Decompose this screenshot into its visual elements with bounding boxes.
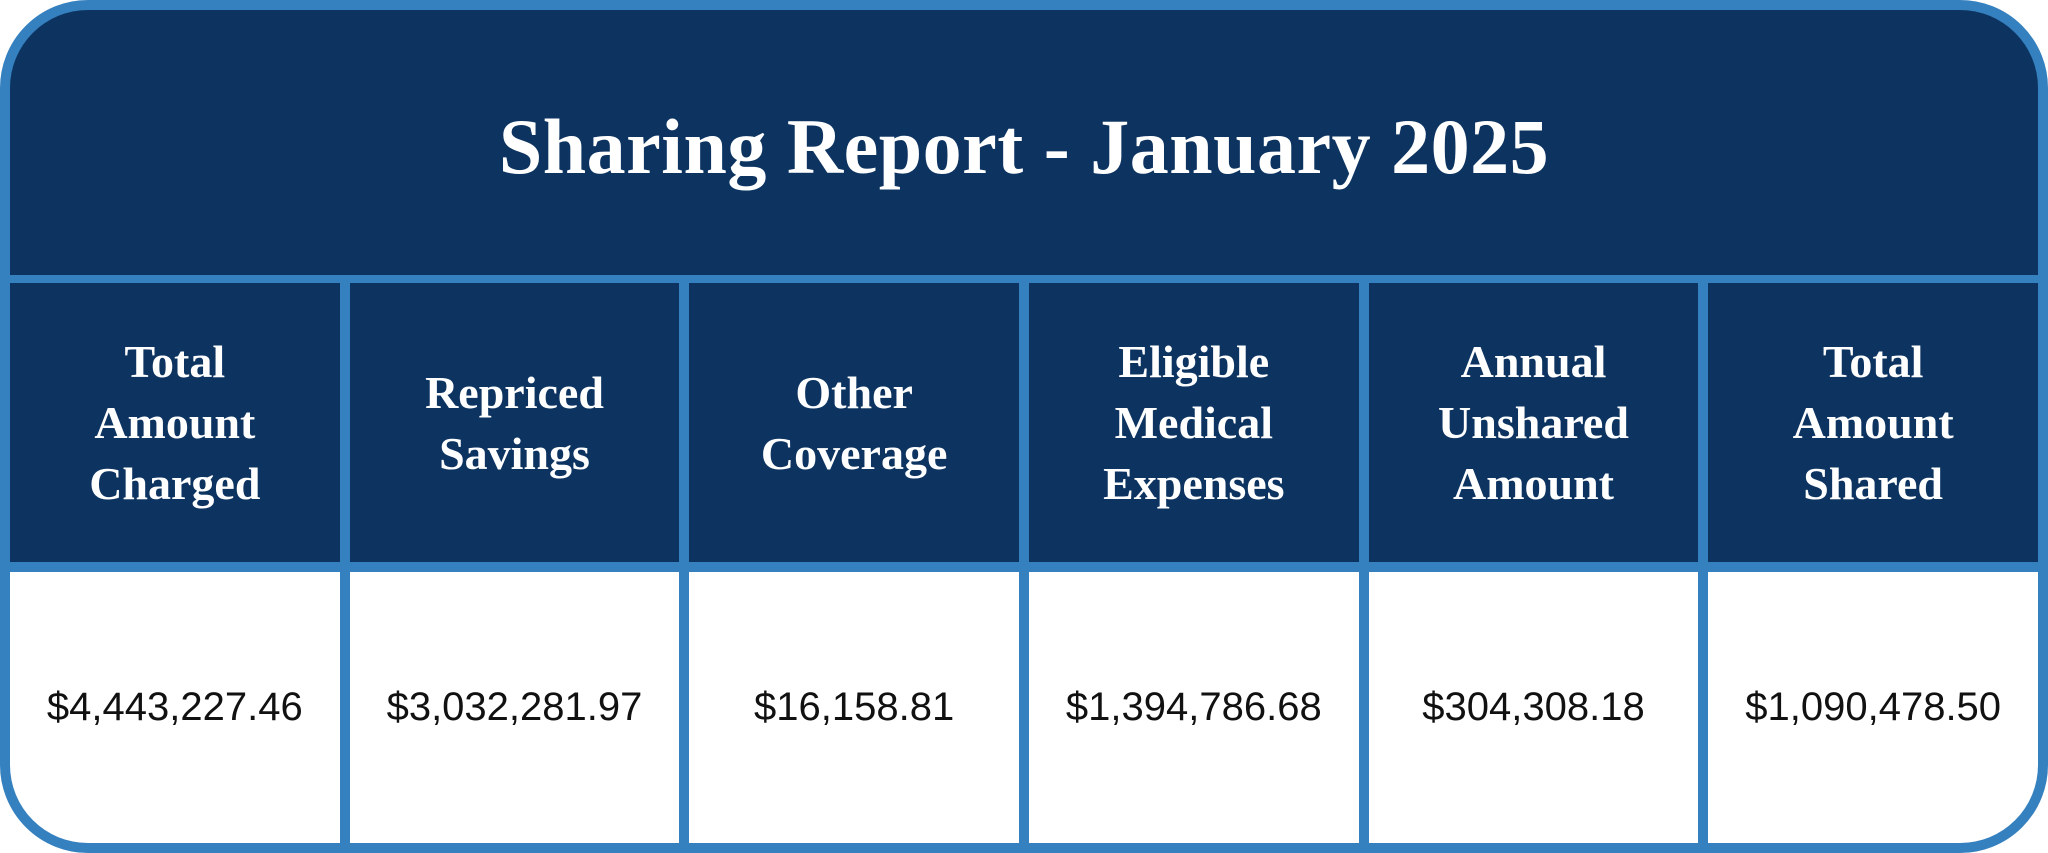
report-title: Sharing Report - January 2025 [498,102,1550,190]
cell-value: $4,443,227.46 [46,685,303,729]
header-total-amount-charged: Total Amount Charged [10,283,340,562]
header-other-coverage: Other Coverage [689,283,1019,562]
value-other-coverage: $16,158.81 [689,572,1019,843]
header-annual-unshared-amount: Annual Unshared Amount [1368,283,1699,562]
header-label: Repriced Savings [425,366,604,479]
title-band: Sharing Report - January 2025 [10,10,2038,275]
header-total-amount-shared: Total Amount Shared [1708,283,2038,562]
header-label: Total Amount Shared [1792,336,1954,509]
cell-value: $16,158.81 [754,685,955,729]
header-label: Total Amount Charged [89,336,261,509]
header-repriced-savings: Repriced Savings [349,283,680,562]
value-total-amount-charged: $4,443,227.46 [10,572,340,843]
cell-value: $3,032,281.97 [386,685,643,729]
header-eligible-medical-expenses: Eligible Medical Expenses [1028,283,1359,562]
cell-value: $1,090,478.50 [1745,685,2002,729]
report-grid: Total Amount Charged Repriced Savings Ot… [10,283,2038,843]
cell-value: $1,394,786.68 [1065,685,1322,729]
value-eligible-medical-expenses: $1,394,786.68 [1028,572,1359,843]
header-label: Annual Unshared Amount [1438,336,1629,509]
value-annual-unshared-amount: $304,308.18 [1368,572,1699,843]
header-label: Eligible Medical Expenses [1103,336,1285,509]
header-label: Other Coverage [760,366,948,479]
cell-value: $304,308.18 [1422,685,1645,729]
value-total-amount-shared: $1,090,478.50 [1708,572,2038,843]
value-repriced-savings: $3,032,281.97 [349,572,680,843]
